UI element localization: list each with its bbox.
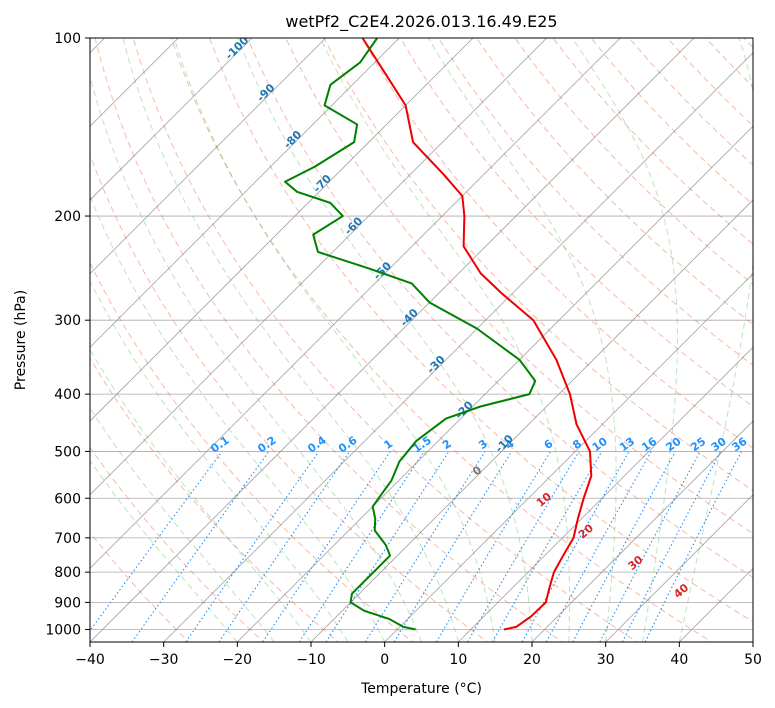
- y-tick-label: 300: [54, 313, 81, 329]
- mixing-ratio-line: [90, 451, 223, 632]
- moist-adiabat-line: [90, 407, 275, 642]
- moist-adiabat-line: [90, 74, 422, 642]
- isotherm-line: [237, 125, 753, 642]
- dry-adiabat-line: [361, 38, 753, 449]
- dry-adiabat-line: [399, 38, 753, 408]
- isotherm-line: [458, 346, 753, 642]
- y-tick-label: 900: [54, 595, 81, 611]
- dry-adiabat-line: [514, 38, 753, 285]
- y-axis-label: Pressure (hPa): [13, 290, 29, 390]
- isotherm-line: [163, 52, 753, 642]
- isotherm-line: [90, 38, 326, 275]
- mixing-ratio-line: [621, 451, 722, 642]
- mixing-ratio-line: [185, 451, 320, 642]
- mixing-ratio-line: [298, 451, 425, 642]
- x-axis-label: Temperature (°C): [360, 681, 482, 697]
- moist-adiabat-line: [571, 38, 678, 642]
- y-tick-label: 400: [54, 387, 81, 403]
- isotherm-line: [90, 38, 474, 422]
- moist-adiabat-line: [237, 38, 533, 642]
- mixing-ratio-line: [393, 451, 513, 642]
- dry-adiabat-line: [90, 261, 414, 642]
- mixing-ratio-line: [218, 451, 351, 642]
- x-tick-label: 50: [744, 652, 762, 668]
- x-tick-label: 10: [449, 652, 467, 668]
- moist-adiabat-line: [90, 459, 238, 642]
- dry-adiabat-line: [323, 38, 753, 492]
- isotherm-line: [384, 273, 753, 642]
- y-tick-label: 200: [54, 209, 81, 225]
- y-axis-ticks: 100 200 300 400 500 600 700 800 900 1000: [45, 31, 90, 638]
- moist-adiabat-line: [678, 38, 753, 642]
- plot-frame: [89, 37, 754, 643]
- isotherm-line: [90, 38, 253, 201]
- x-axis-ticks: −40 −30 −20 −10 0 10 20 30 40 50: [75, 642, 762, 668]
- background-grid: [90, 38, 753, 642]
- mixing-ratio-line: [644, 451, 742, 642]
- x-tick-label: −40: [75, 652, 105, 668]
- moist-adiabat-line: [90, 194, 386, 642]
- temperature-profile-line: [361, 38, 593, 631]
- isotherm-line: [531, 420, 753, 642]
- x-tick-label: 0: [380, 652, 389, 668]
- mixing-ratio-line: [572, 451, 677, 642]
- y-tick-label: 800: [54, 565, 81, 581]
- x-tick-label: −20: [223, 652, 253, 668]
- x-tick-label: 20: [523, 652, 541, 668]
- x-tick-label: −30: [149, 652, 179, 668]
- isotherm-line: [90, 38, 621, 569]
- y-tick-label: 100: [54, 31, 81, 47]
- y-tick-label: 700: [54, 531, 81, 547]
- isotherm-line: [90, 38, 547, 496]
- isotherm-line: [90, 38, 695, 642]
- x-tick-label: 40: [670, 652, 688, 668]
- dry-adiabat-line: [247, 38, 753, 578]
- dewpoint-profile-line: [284, 38, 537, 631]
- moist-adiabat-line: [319, 38, 571, 642]
- mixing-ratio-line: [545, 451, 652, 642]
- chart-title: wetPf2_C2E4.2026.013.16.49.E25: [285, 12, 557, 32]
- isotherm-line: [605, 494, 753, 642]
- isotherm-line: [90, 38, 400, 348]
- dry-adiabat-line: [476, 38, 753, 326]
- mixing-ratio-line: [325, 451, 450, 642]
- x-tick-label: 30: [597, 652, 615, 668]
- y-tick-label: 500: [54, 444, 81, 460]
- dry-adiabat-line: [438, 38, 753, 366]
- mixing-ratio-line: [262, 451, 391, 642]
- moist-adiabat-line: [427, 38, 617, 642]
- y-tick-label: 1000: [45, 622, 81, 638]
- isotherm-line: [310, 199, 753, 642]
- y-tick-label: 600: [54, 491, 81, 507]
- dry-adiabat-line: [285, 38, 753, 535]
- mixing-ratio-line: [521, 451, 630, 642]
- moist-adiabat-line: [173, 38, 496, 642]
- sounding-profiles: [284, 38, 593, 631]
- x-tick-label: −10: [296, 652, 326, 668]
